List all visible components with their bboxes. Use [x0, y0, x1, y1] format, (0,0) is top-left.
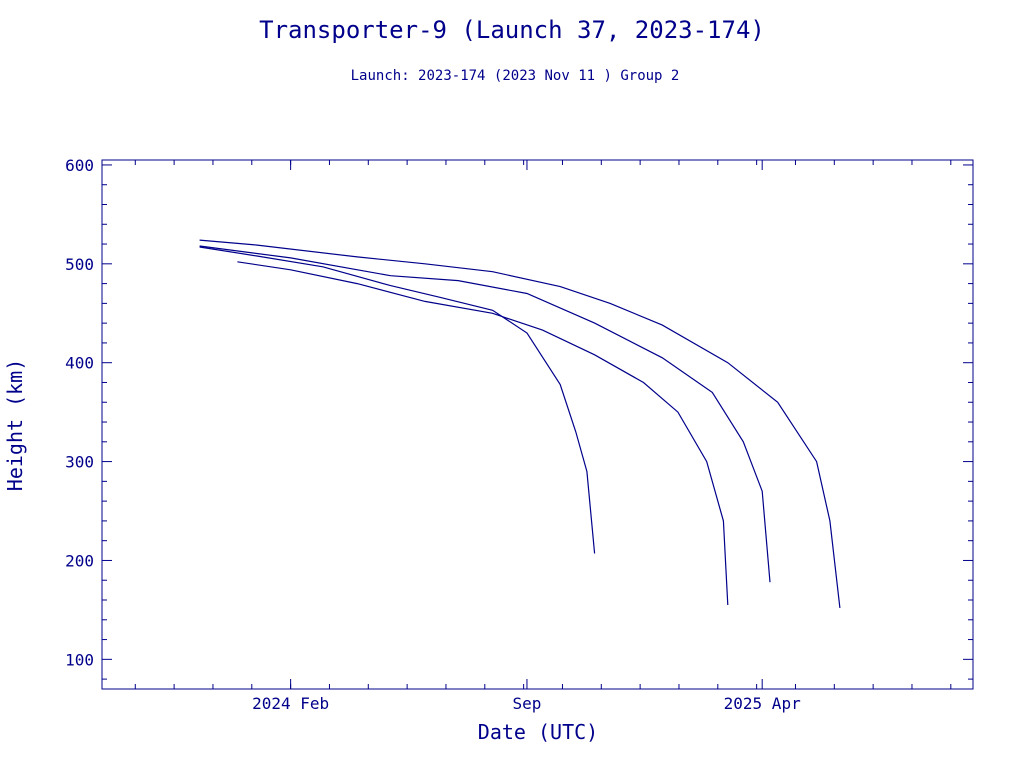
x-axis: 2024 Feb Sep 2025 Apr	[134, 160, 952, 713]
x-tick-label: 2025 Apr	[724, 694, 801, 713]
plot-frame	[101, 159, 974, 690]
series-line-4	[199, 239, 841, 608]
series-layer	[199, 239, 841, 608]
y-tick-label: 100	[65, 650, 94, 669]
y-axis-label: Height (km)	[3, 359, 27, 491]
x-tick-label: 2024 Feb	[252, 694, 329, 713]
series-line-3	[199, 245, 771, 583]
y-axis: 100 200 300 400 500 600	[65, 156, 973, 680]
chart-title: Transporter-9 (Launch 37, 2023-174)	[259, 16, 765, 44]
series-line-1	[199, 246, 596, 554]
y-tick-label: 600	[65, 156, 94, 175]
x-tick-label: Sep	[513, 694, 542, 713]
y-tick-label: 200	[65, 551, 94, 570]
series-line-2	[237, 261, 729, 606]
x-axis-label: Date (UTC)	[478, 720, 598, 744]
y-tick-label: 300	[65, 453, 94, 472]
y-tick-label: 500	[65, 255, 94, 274]
y-tick-label: 400	[65, 354, 94, 373]
chart-subtitle: Launch: 2023-174 (2023 Nov 11 ) Group 2	[351, 68, 680, 84]
